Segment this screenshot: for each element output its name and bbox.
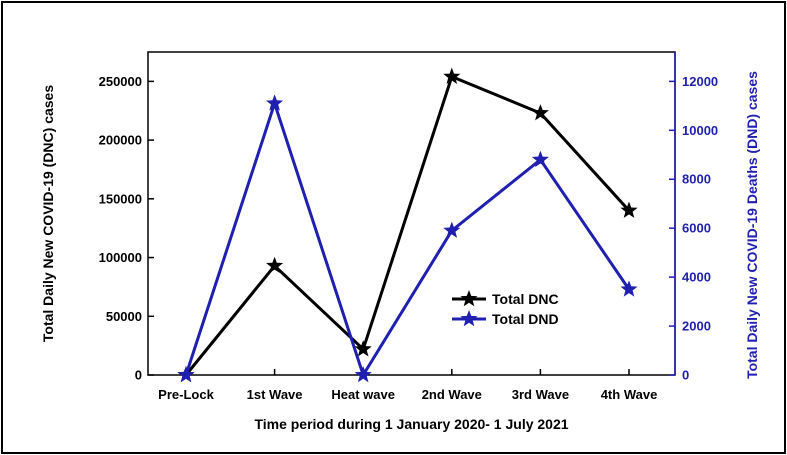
data-point-total-dnc bbox=[266, 256, 284, 274]
legend: Total DNC Total DND bbox=[452, 290, 559, 327]
series-line-total-dnd bbox=[184, 98, 631, 379]
x-tick-label: 4th Wave bbox=[601, 387, 658, 402]
right-y-axis-title: Total Daily New COVID-19 Deaths (DND) ca… bbox=[744, 71, 760, 379]
series-layer bbox=[177, 67, 638, 383]
data-point-total-dnd bbox=[443, 221, 461, 238]
data-point-total-dnc bbox=[620, 201, 638, 218]
x-axis-title: Time period during 1 January 2020- 1 Jul… bbox=[254, 416, 568, 432]
data-point-total-dnd bbox=[620, 280, 638, 297]
data-point-total-dnd bbox=[354, 366, 372, 383]
x-tick-label: 2nd Wave bbox=[422, 387, 482, 402]
data-point-total-dnd bbox=[531, 150, 549, 167]
data-point-total-dnc bbox=[531, 104, 549, 121]
data-point-total-dnc bbox=[354, 340, 372, 357]
x-tick-label: Heat wave bbox=[331, 387, 395, 402]
right-y-tick-label: 8000 bbox=[682, 172, 711, 187]
data-point-total-dnc bbox=[443, 67, 461, 84]
left-y-tick-label: 200000 bbox=[99, 133, 142, 148]
left-y-tick-label: 150000 bbox=[99, 191, 142, 206]
legend-label-total-dnd: Total DND bbox=[492, 311, 559, 327]
left-y-tick-label: 100000 bbox=[99, 250, 142, 265]
data-point-total-dnd bbox=[177, 366, 195, 383]
x-tick-label: 3rd Wave bbox=[512, 387, 569, 402]
ticks-layer: 0 50000 100000 150000 200000 250000 0 2000 4000 6… bbox=[99, 74, 719, 402]
data-point-total-dnd bbox=[266, 94, 284, 111]
right-y-tick-label: 12000 bbox=[682, 74, 718, 89]
x-tick-label: Pre-Lock bbox=[158, 387, 214, 402]
legend-marker-total-dnc bbox=[460, 290, 478, 307]
left-y-tick-label: 0 bbox=[135, 368, 142, 383]
right-y-tick-label: 4000 bbox=[682, 270, 711, 285]
series-line-total-dnc bbox=[184, 74, 631, 376]
series-total-dnd bbox=[177, 94, 638, 383]
x-tick-label: 1st Wave bbox=[247, 387, 303, 402]
right-y-tick-label: 2000 bbox=[682, 319, 711, 334]
right-y-tick-label: 6000 bbox=[682, 221, 711, 236]
left-y-tick-label: 250000 bbox=[99, 74, 142, 89]
legend-label-total-dnc: Total DNC bbox=[492, 291, 559, 307]
left-y-tick-label: 50000 bbox=[106, 309, 142, 324]
left-y-axis-title: Total Daily New COVID-19 (DNC) cases bbox=[40, 85, 56, 342]
right-y-tick-label: 0 bbox=[682, 368, 689, 383]
right-y-tick-label: 10000 bbox=[682, 123, 718, 138]
legend-marker-total-dnd bbox=[460, 310, 478, 327]
